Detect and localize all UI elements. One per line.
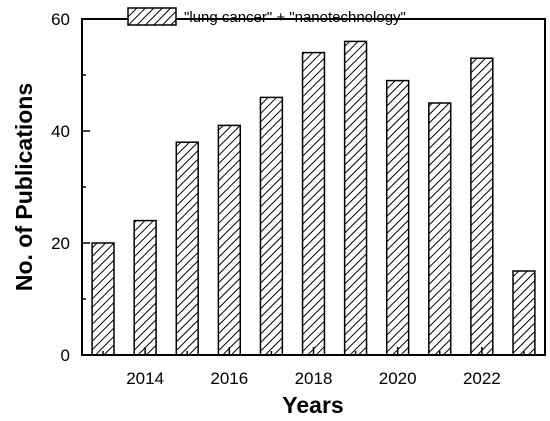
ticks-group: 2014 2016 2018 2020 2022 0 20 40 60 — [51, 10, 525, 388]
bar-2015 — [175, 141, 199, 356]
y-tick-label-60: 60 — [51, 10, 70, 29]
bar-2022 — [470, 57, 494, 356]
bar-2013 — [91, 242, 115, 356]
x-tick-label-2016: 2016 — [210, 369, 248, 388]
legend: "lung cancer" + "nanotechnology" — [127, 7, 406, 26]
x-tick-label-2018: 2018 — [295, 369, 333, 388]
plot-frame — [81, 18, 546, 356]
bar-2018 — [301, 51, 326, 356]
x-tick-label-2014: 2014 — [126, 369, 164, 388]
y-tick-label-40: 40 — [51, 122, 70, 141]
y-tick-label-20: 20 — [51, 234, 70, 253]
legend-label: "lung cancer" + "nanotechnology" — [184, 9, 406, 26]
bars-group — [91, 40, 536, 356]
bar-2014 — [133, 219, 157, 356]
bar-2016 — [217, 124, 242, 356]
bar-2020 — [385, 79, 410, 356]
bar-2017 — [259, 96, 284, 356]
x-axis-title: Years — [282, 392, 343, 418]
y-tick-label-0: 0 — [61, 346, 70, 365]
bar-2021 — [428, 102, 452, 356]
bar-2019 — [343, 40, 368, 356]
x-tick-label-2022: 2022 — [463, 369, 501, 388]
y-axis-title: No. of Publications — [11, 83, 37, 291]
legend-swatch — [127, 7, 177, 26]
x-tick-label-2020: 2020 — [379, 369, 417, 388]
bar-2023 — [512, 270, 536, 356]
